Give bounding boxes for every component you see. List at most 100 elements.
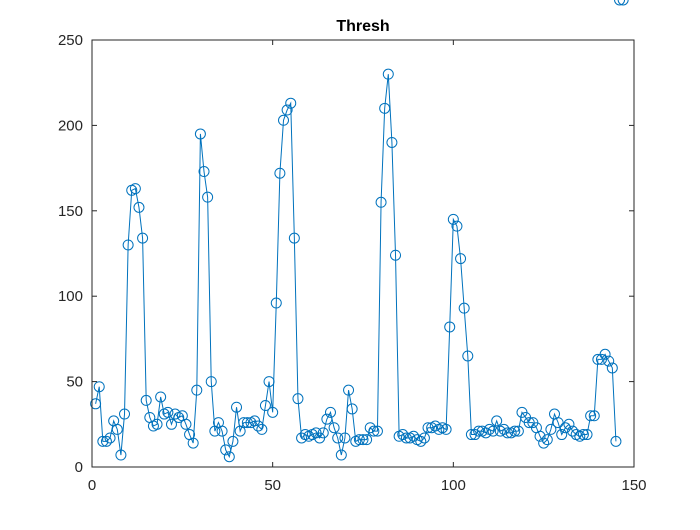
data-point	[296, 432, 308, 444]
data-point	[444, 321, 456, 333]
data-point	[252, 420, 264, 432]
data-point	[473, 425, 485, 437]
data-point	[187, 437, 199, 449]
data-point	[538, 437, 550, 449]
data-point	[480, 427, 492, 439]
data-point	[129, 183, 141, 195]
series-layer	[90, 0, 629, 463]
data-point	[585, 410, 597, 422]
data-point	[353, 434, 365, 446]
data-point	[465, 429, 477, 441]
data-point	[155, 391, 167, 403]
data-point	[198, 166, 210, 178]
data-point	[115, 449, 127, 461]
data-point	[592, 353, 604, 365]
data-point	[274, 167, 286, 179]
data-point	[191, 384, 203, 396]
data-point	[357, 434, 369, 446]
data-point	[577, 429, 589, 441]
data-point	[487, 425, 499, 437]
data-point	[512, 425, 524, 437]
data-point	[93, 381, 105, 393]
data-point	[339, 432, 351, 444]
data-point	[567, 425, 579, 437]
axes-box	[91, 39, 635, 468]
x-tick-label: 100	[441, 477, 466, 494]
data-point	[422, 422, 434, 434]
data-point	[238, 417, 250, 429]
data-point	[162, 406, 174, 418]
data-point	[455, 253, 467, 265]
data-point	[140, 394, 152, 406]
data-point	[415, 435, 427, 447]
data-point	[397, 429, 409, 441]
data-point	[270, 297, 282, 309]
data-point	[202, 191, 214, 203]
data-point	[386, 136, 398, 148]
y-tick-label: 200	[58, 117, 83, 134]
data-point	[335, 449, 347, 461]
data-point	[614, 0, 626, 6]
data-point	[267, 406, 279, 418]
plot-area	[92, 40, 634, 467]
data-point	[241, 417, 253, 429]
data-point	[361, 434, 373, 446]
data-point	[418, 432, 430, 444]
data-point	[285, 97, 297, 109]
axes-layer: 0 50 100 150 0 50 100 150 200 250	[58, 32, 647, 494]
data-point	[556, 429, 568, 441]
data-point	[440, 423, 452, 435]
data-point	[169, 408, 181, 420]
data-point	[364, 422, 376, 434]
data-point	[122, 239, 134, 251]
data-point	[133, 201, 145, 213]
data-point	[263, 376, 275, 388]
data-point	[498, 423, 510, 435]
data-point	[408, 430, 420, 442]
data-point	[617, 0, 629, 6]
data-point	[332, 432, 344, 444]
data-point	[581, 429, 593, 441]
data-point	[343, 384, 355, 396]
data-point	[599, 348, 611, 360]
data-point	[382, 68, 394, 80]
data-point	[151, 418, 163, 430]
data-point	[317, 427, 329, 439]
data-point	[400, 432, 412, 444]
data-point	[111, 423, 123, 435]
data-point	[523, 417, 535, 429]
y-tick-label: 50	[66, 374, 83, 391]
data-point	[390, 249, 402, 261]
data-point	[346, 403, 358, 415]
data-point	[292, 393, 304, 405]
data-point	[541, 434, 553, 446]
data-point	[447, 213, 459, 225]
data-point	[259, 400, 271, 412]
data-point	[194, 128, 206, 140]
data-point	[231, 401, 243, 413]
data-point	[165, 418, 177, 430]
data-point	[100, 435, 112, 447]
data-point	[462, 350, 474, 362]
data-point	[559, 422, 571, 434]
data-point	[371, 425, 383, 437]
data-point	[469, 429, 481, 441]
data-point	[324, 406, 336, 418]
y-tick-label: 150	[58, 203, 83, 220]
data-point	[375, 196, 387, 208]
data-point	[205, 376, 217, 388]
data-point	[610, 435, 622, 447]
data-point	[227, 435, 239, 447]
chart-title: Thresh	[336, 18, 389, 35]
data-point	[278, 114, 290, 126]
data-point	[137, 232, 149, 244]
data-point	[534, 430, 546, 442]
data-point	[180, 418, 192, 430]
data-point	[552, 417, 564, 429]
data-point	[281, 104, 293, 116]
data-point	[588, 410, 600, 422]
x-tick-label: 0	[88, 477, 96, 494]
y-tick-label: 250	[58, 32, 83, 49]
